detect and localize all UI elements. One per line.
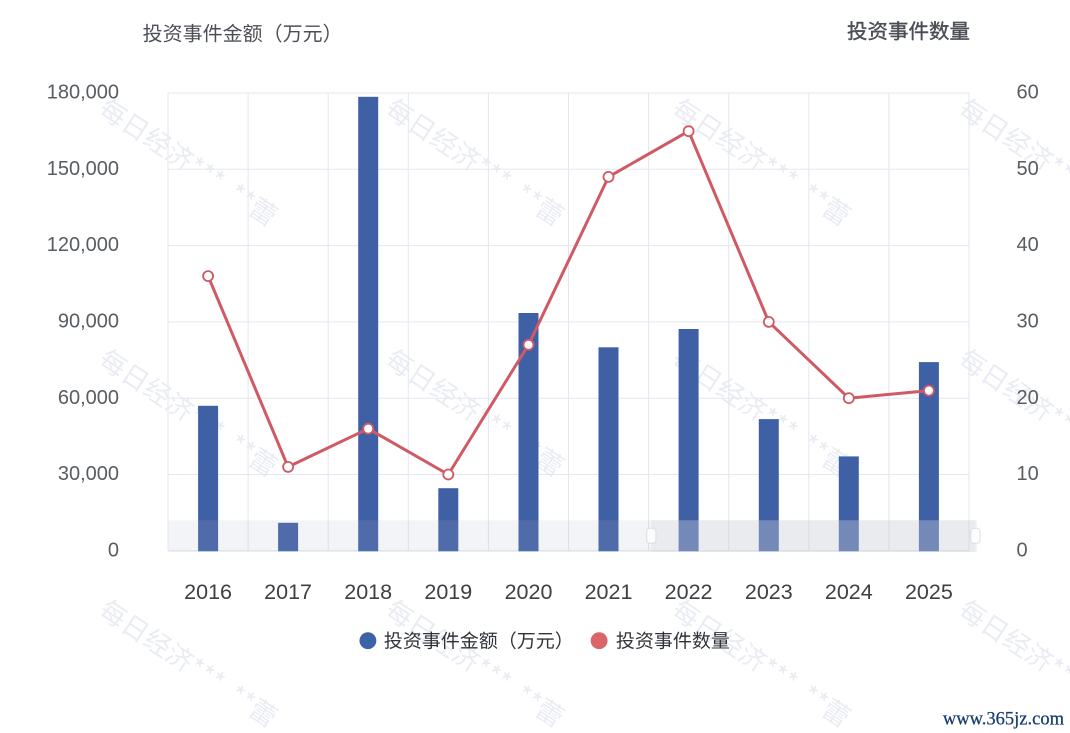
svg-text:90,000: 90,000 <box>58 311 119 333</box>
svg-text:2024: 2024 <box>825 580 873 604</box>
svg-text:20: 20 <box>1017 387 1039 409</box>
svg-text:2021: 2021 <box>585 580 633 604</box>
svg-text:40: 40 <box>1017 234 1039 256</box>
svg-text:2019: 2019 <box>424 580 472 604</box>
svg-text:2018: 2018 <box>344 580 392 604</box>
svg-text:www.365jz.com: www.365jz.com <box>943 709 1065 729</box>
svg-text:2020: 2020 <box>505 580 553 604</box>
svg-text:2023: 2023 <box>745 580 793 604</box>
svg-text:120,000: 120,000 <box>47 234 119 256</box>
svg-text:50: 50 <box>1017 158 1039 180</box>
svg-text:10: 10 <box>1017 463 1039 485</box>
svg-text:30: 30 <box>1017 311 1039 333</box>
svg-text:2025: 2025 <box>905 580 953 604</box>
svg-text:2022: 2022 <box>665 580 713 604</box>
svg-text:2017: 2017 <box>264 580 312 604</box>
svg-text:0: 0 <box>1017 539 1028 561</box>
svg-text:30,000: 30,000 <box>58 463 119 485</box>
svg-text:60: 60 <box>1017 82 1039 104</box>
svg-text:180,000: 180,000 <box>47 82 119 104</box>
svg-text:2016: 2016 <box>184 580 232 604</box>
svg-text:0: 0 <box>108 539 119 561</box>
svg-text:150,000: 150,000 <box>47 158 119 180</box>
svg-text:60,000: 60,000 <box>58 387 119 409</box>
